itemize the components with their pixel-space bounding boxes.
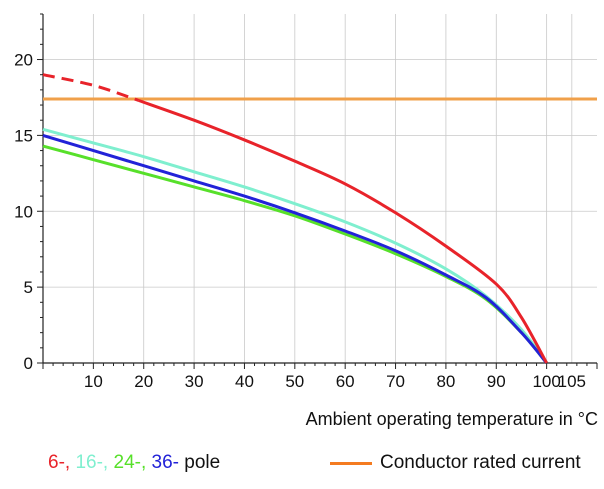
- x-tick-label: 80: [436, 372, 455, 391]
- legend-conductor: Conductor rated current: [330, 452, 581, 474]
- y-tick-label: 20: [14, 51, 33, 70]
- x-tick-label: 30: [185, 372, 204, 391]
- y-tick-label: 15: [14, 126, 33, 145]
- x-tick-label: 60: [336, 372, 355, 391]
- grid: [43, 14, 597, 363]
- legend-pole-suffix: pole: [184, 452, 221, 473]
- x-axis-label: Ambient operating temperature in °C: [306, 409, 598, 429]
- x-tick-label: 40: [235, 372, 254, 391]
- x-tick-label: 70: [386, 372, 405, 391]
- x-tick-label: 105: [558, 372, 586, 391]
- y-tick-label: 5: [24, 278, 33, 297]
- series-lines: [42, 73, 597, 364]
- x-tick-label: 10: [84, 372, 103, 391]
- legend-poles: 6-, 16-, 24-, 36- pole: [48, 452, 220, 474]
- x-tick-label: 50: [285, 372, 304, 391]
- axes: [37, 13, 598, 369]
- y-tick-label: 0: [24, 354, 33, 373]
- y-tick-label: 10: [14, 202, 33, 221]
- series-line-6pole-dashed: [42, 73, 140, 102]
- series-line-6pole: [138, 99, 548, 364]
- legend-conductor-swatch: [330, 461, 372, 465]
- x-tick-label: 100: [532, 372, 560, 391]
- legend-pole-36: 36-: [146, 452, 179, 473]
- series-line-36: [42, 133, 548, 364]
- legend-pole-6: 6-,: [48, 452, 71, 473]
- legend-pole-24: 24-,: [108, 452, 147, 473]
- x-tick-label: 90: [487, 372, 506, 391]
- legend-pole-16: 16-,: [70, 452, 109, 473]
- legend-conductor-label: Conductor rated current: [380, 452, 581, 473]
- x-tick-label: 20: [134, 372, 153, 391]
